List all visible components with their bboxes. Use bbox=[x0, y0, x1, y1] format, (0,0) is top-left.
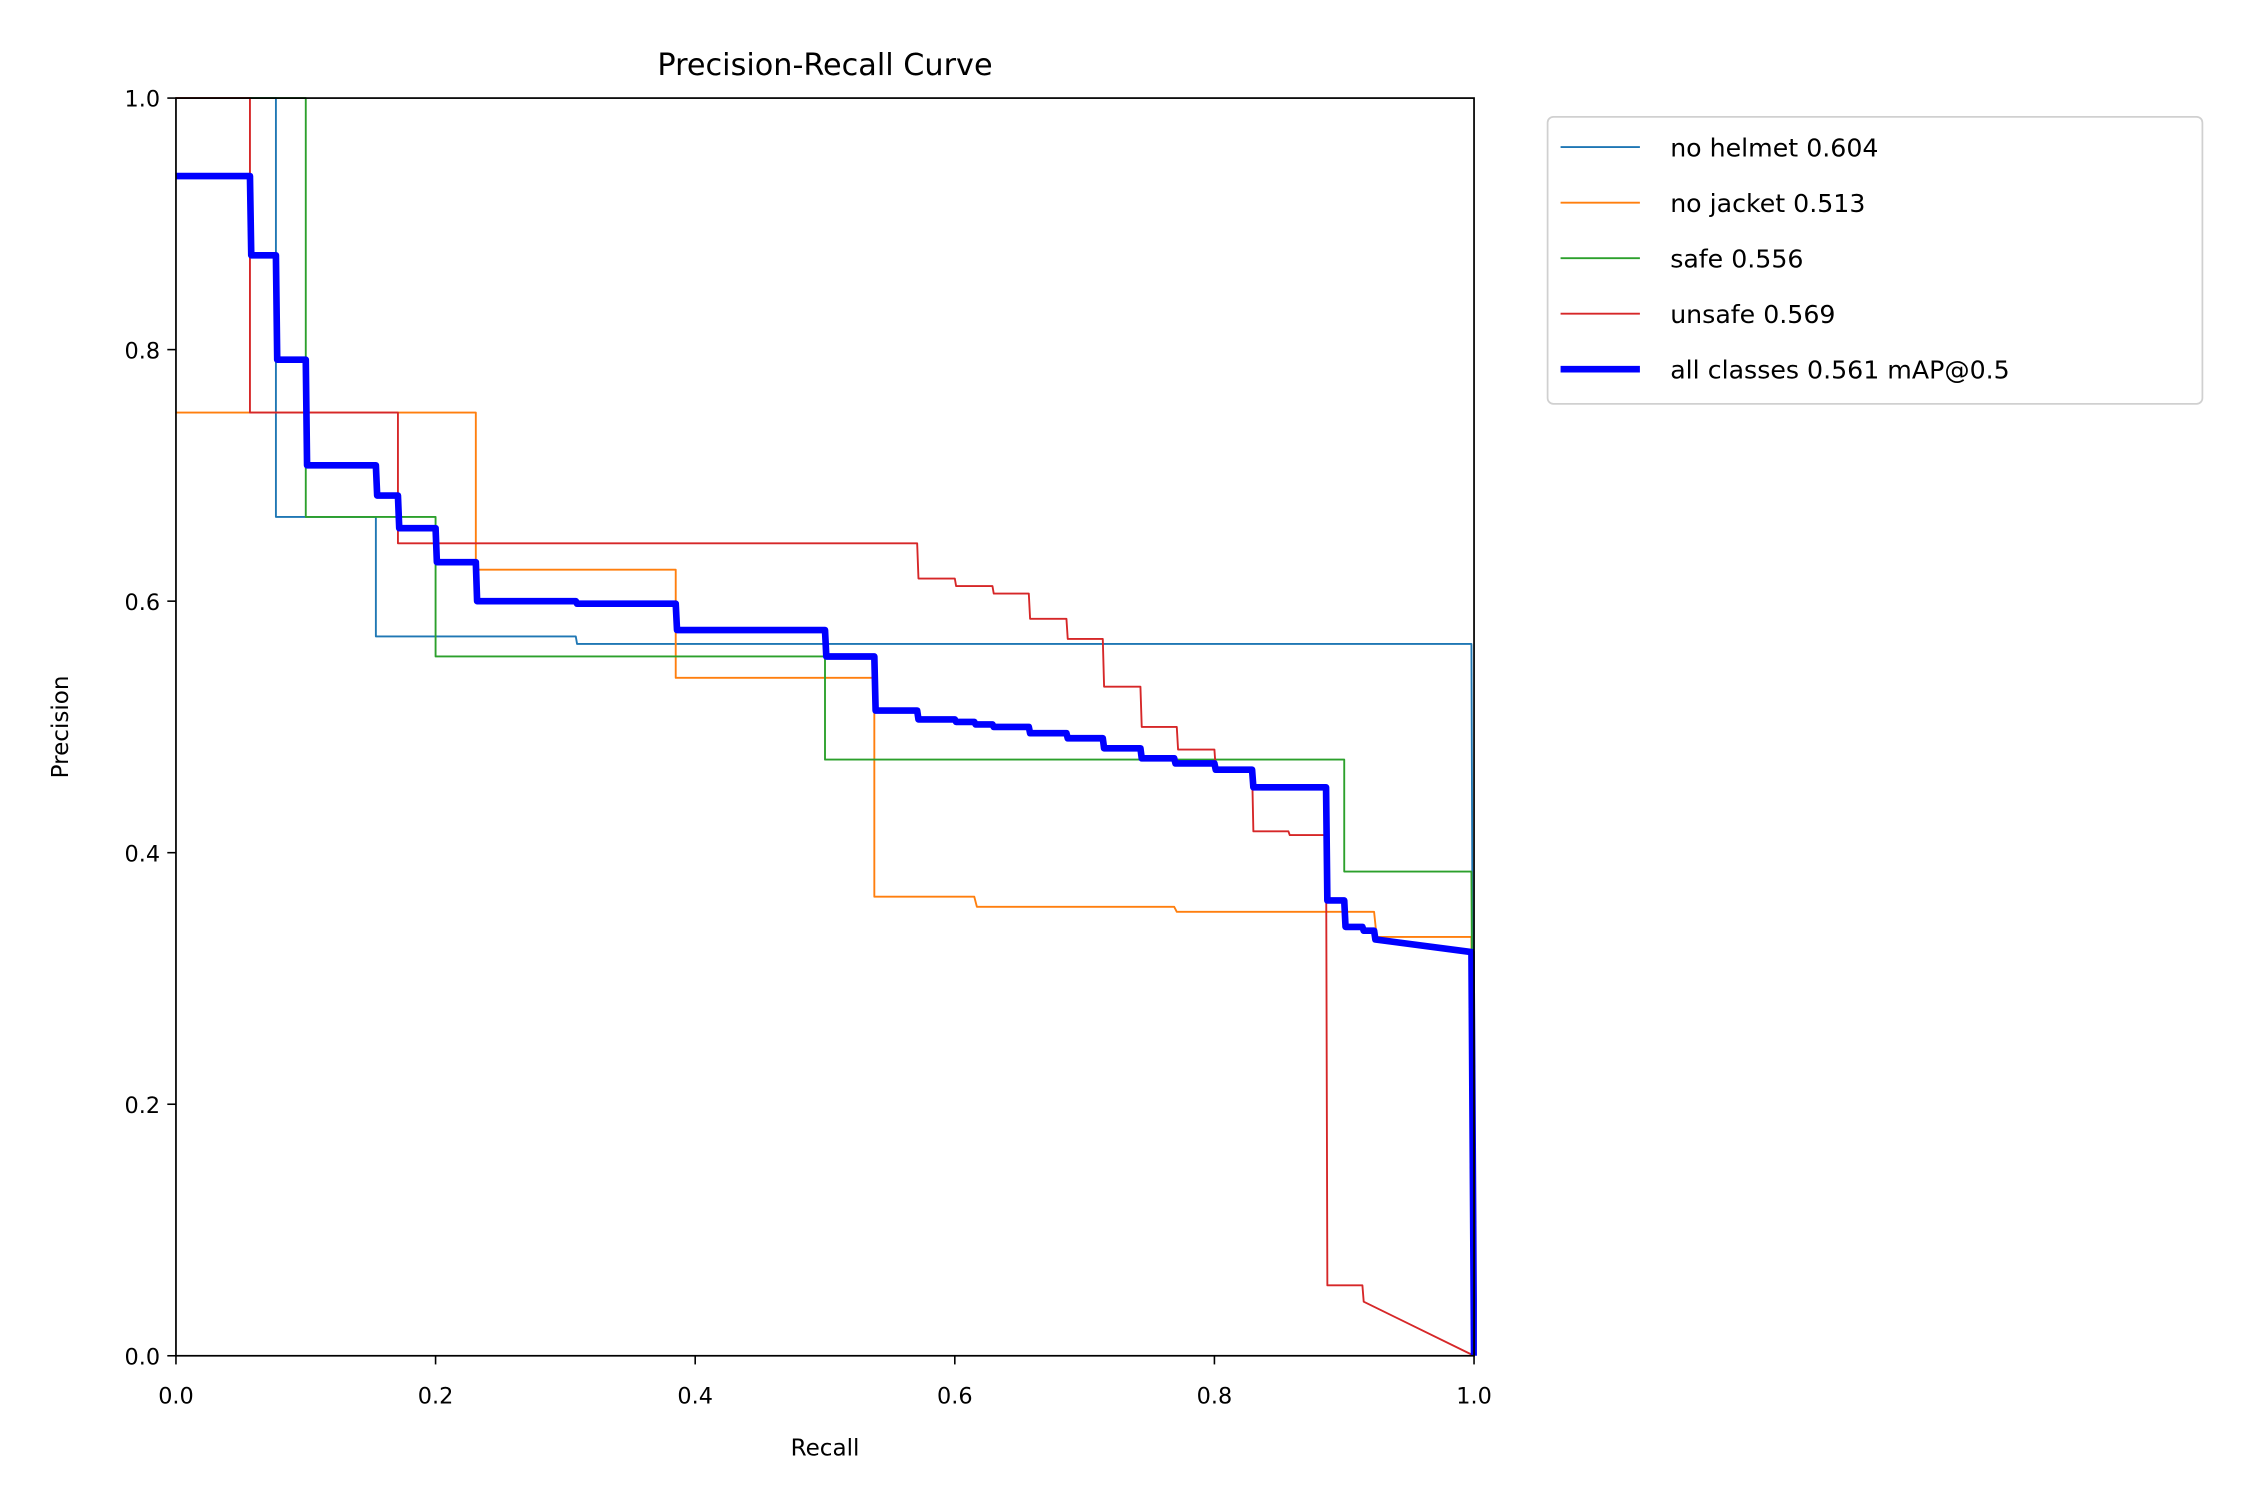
y-tick-label: 0.0 bbox=[125, 1344, 161, 1370]
y-axis-ticks: 0.0 0.2 0.4 0.6 0.8 1.0 bbox=[125, 87, 176, 1370]
legend-item: unsafe 0.569 bbox=[1560, 300, 1835, 329]
chart-title: Precision-Recall Curve bbox=[657, 48, 992, 83]
y-tick-label: 1.0 bbox=[125, 87, 161, 113]
legend-label: unsafe 0.569 bbox=[1670, 300, 1835, 329]
y-tick-label: 0.6 bbox=[125, 590, 161, 616]
x-tick-label: 0.6 bbox=[937, 1383, 973, 1409]
x-tick-label: 0.8 bbox=[1197, 1383, 1233, 1409]
legend-label: all classes 0.561 mAP@0.5 bbox=[1670, 356, 2010, 385]
series-line-4 bbox=[175, 172, 1477, 1356]
y-tick-label: 0.8 bbox=[125, 338, 161, 364]
series-line-2 bbox=[175, 97, 1475, 1356]
legend-item: no jacket 0.513 bbox=[1560, 189, 1865, 218]
x-tick-label: 0.2 bbox=[418, 1383, 454, 1409]
legend-box bbox=[1546, 115, 2204, 405]
x-tick-label: 0.0 bbox=[158, 1383, 194, 1409]
legend-label: no jacket 0.513 bbox=[1670, 189, 1865, 218]
x-axis-label: Recall bbox=[791, 1435, 860, 1461]
series-line-3 bbox=[175, 97, 1475, 1357]
x-axis-ticks: 0.0 0.2 0.4 0.6 0.8 1.0 bbox=[158, 1355, 1492, 1409]
axes-frame bbox=[175, 97, 1475, 1357]
x-tick-label: 0.4 bbox=[677, 1383, 713, 1409]
x-tick-label: 1.0 bbox=[1456, 1383, 1492, 1409]
legend-label: no helmet 0.604 bbox=[1670, 133, 1878, 162]
y-tick-label: 0.4 bbox=[125, 841, 161, 867]
y-axis-label: Precision bbox=[48, 675, 74, 778]
legend-item: all classes 0.561 mAP@0.5 bbox=[1560, 356, 2010, 385]
plot-lines bbox=[175, 97, 1477, 1357]
series-line-0 bbox=[175, 97, 1475, 1356]
legend-label: safe 0.556 bbox=[1670, 245, 1803, 274]
legend: no helmet 0.604 no jacket 0.513 safe 0.556… bbox=[1546, 115, 2204, 405]
y-tick-label: 0.2 bbox=[125, 1093, 161, 1119]
series-line-1 bbox=[175, 411, 1475, 1356]
legend-item: safe 0.556 bbox=[1560, 245, 1803, 274]
legend-item: no helmet 0.604 bbox=[1560, 133, 1878, 162]
